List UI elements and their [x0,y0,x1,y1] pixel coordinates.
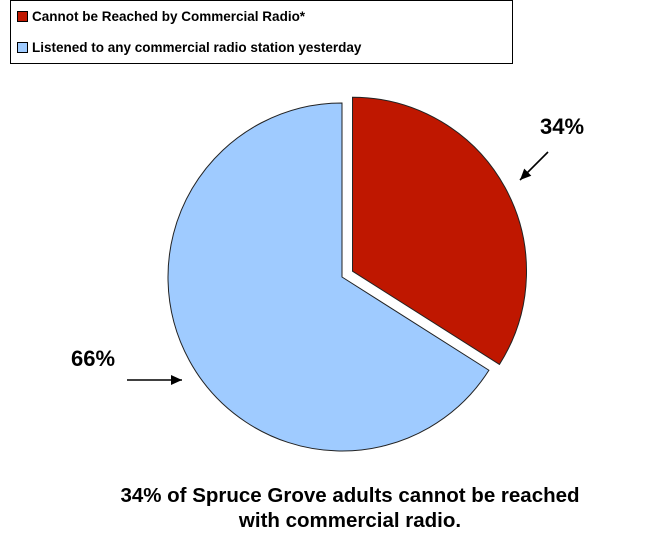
legend-item-listened: Listened to any commercial radio station… [17,36,361,58]
pie-slice-listened [167,102,490,452]
data-label-listened: 66% [71,346,115,371]
chart-caption: 34% of Spruce Grove adults cannot be rea… [40,483,660,533]
label-arrow-head-cannot-reach [520,168,532,180]
caption-line-1: 34% of Spruce Grove adults cannot be rea… [120,484,580,507]
pie-slice-cannot-reach [352,96,528,366]
chart-legend: Cannot be Reached by Commercial Radio* L… [10,0,513,64]
label-arrow-head-listened [171,375,182,385]
caption-line-2: with commercial radio. [238,509,462,532]
legend-swatch-listened [17,41,28,53]
legend-swatch-cannot-reach [17,10,28,22]
legend-item-cannot-reach: Cannot be Reached by Commercial Radio* [17,5,305,27]
legend-label-cannot-reach: Cannot be Reached by Commercial Radio* [32,8,306,24]
legend-label-listened: Listened to any commercial radio station… [32,39,362,55]
data-label-cannot-reach: 34% [540,114,584,139]
